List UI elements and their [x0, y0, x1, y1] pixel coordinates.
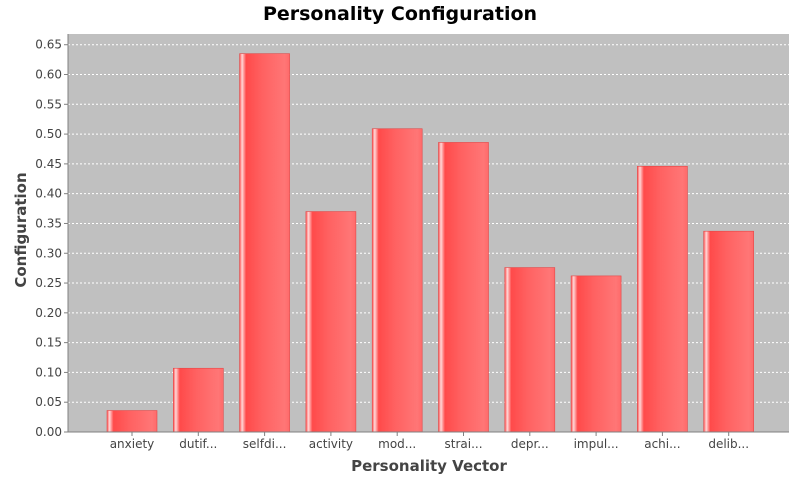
chart-title: Personality Configuration [263, 3, 537, 25]
x-tick-label: delib... [708, 437, 749, 451]
bar-6 [504, 267, 556, 433]
y-tick-label: 0.25 [35, 276, 62, 290]
gridlines [68, 44, 789, 403]
y-tick-label: 0.60 [35, 68, 62, 82]
bar-5 [438, 142, 489, 433]
y-tick-label: 0.00 [35, 425, 62, 439]
y-tick-label: 0.55 [35, 97, 62, 111]
y-axis-label: Configuration [12, 172, 30, 287]
x-tick-label: selfdi... [243, 437, 287, 451]
bar-7 [570, 275, 622, 433]
x-tick-label: strai... [444, 437, 482, 451]
y-axis-ticks: 0.00 0.05 0.10 0.15 0.20 0.25 0.30 0.35 0.40 0.45… [35, 38, 68, 439]
bar-9 [703, 230, 755, 433]
x-tick-label: mod... [378, 437, 416, 451]
y-tick-label: 0.45 [35, 157, 62, 171]
x-axis-ticks: anxiety dutif... selfdi... activity mod... st… [110, 432, 749, 451]
x-tick-label: dutif... [179, 437, 217, 451]
y-tick-label: 0.65 [35, 38, 62, 52]
bar-2 [239, 53, 290, 433]
x-tick-label: anxiety [110, 437, 155, 451]
bars [106, 53, 755, 433]
bar-0 [106, 410, 158, 433]
y-tick-label: 0.30 [35, 246, 62, 260]
y-tick-label: 0.50 [35, 127, 62, 141]
x-tick-label: achi... [644, 437, 680, 451]
bar-8 [637, 165, 688, 433]
bar-1 [173, 367, 224, 433]
y-tick-label: 0.35 [35, 216, 62, 230]
bar-4 [371, 128, 423, 433]
x-tick-label: depr... [511, 437, 549, 451]
y-tick-label: 0.05 [35, 395, 62, 409]
bar-3 [305, 211, 357, 433]
y-tick-label: 0.40 [35, 187, 62, 201]
x-axis-label: Personality Vector [351, 457, 507, 475]
y-tick-label: 0.20 [35, 306, 62, 320]
y-tick-label: 0.15 [35, 336, 62, 350]
y-tick-label: 0.10 [35, 365, 62, 379]
x-tick-label: activity [309, 437, 353, 451]
x-tick-label: impul... [574, 437, 619, 451]
